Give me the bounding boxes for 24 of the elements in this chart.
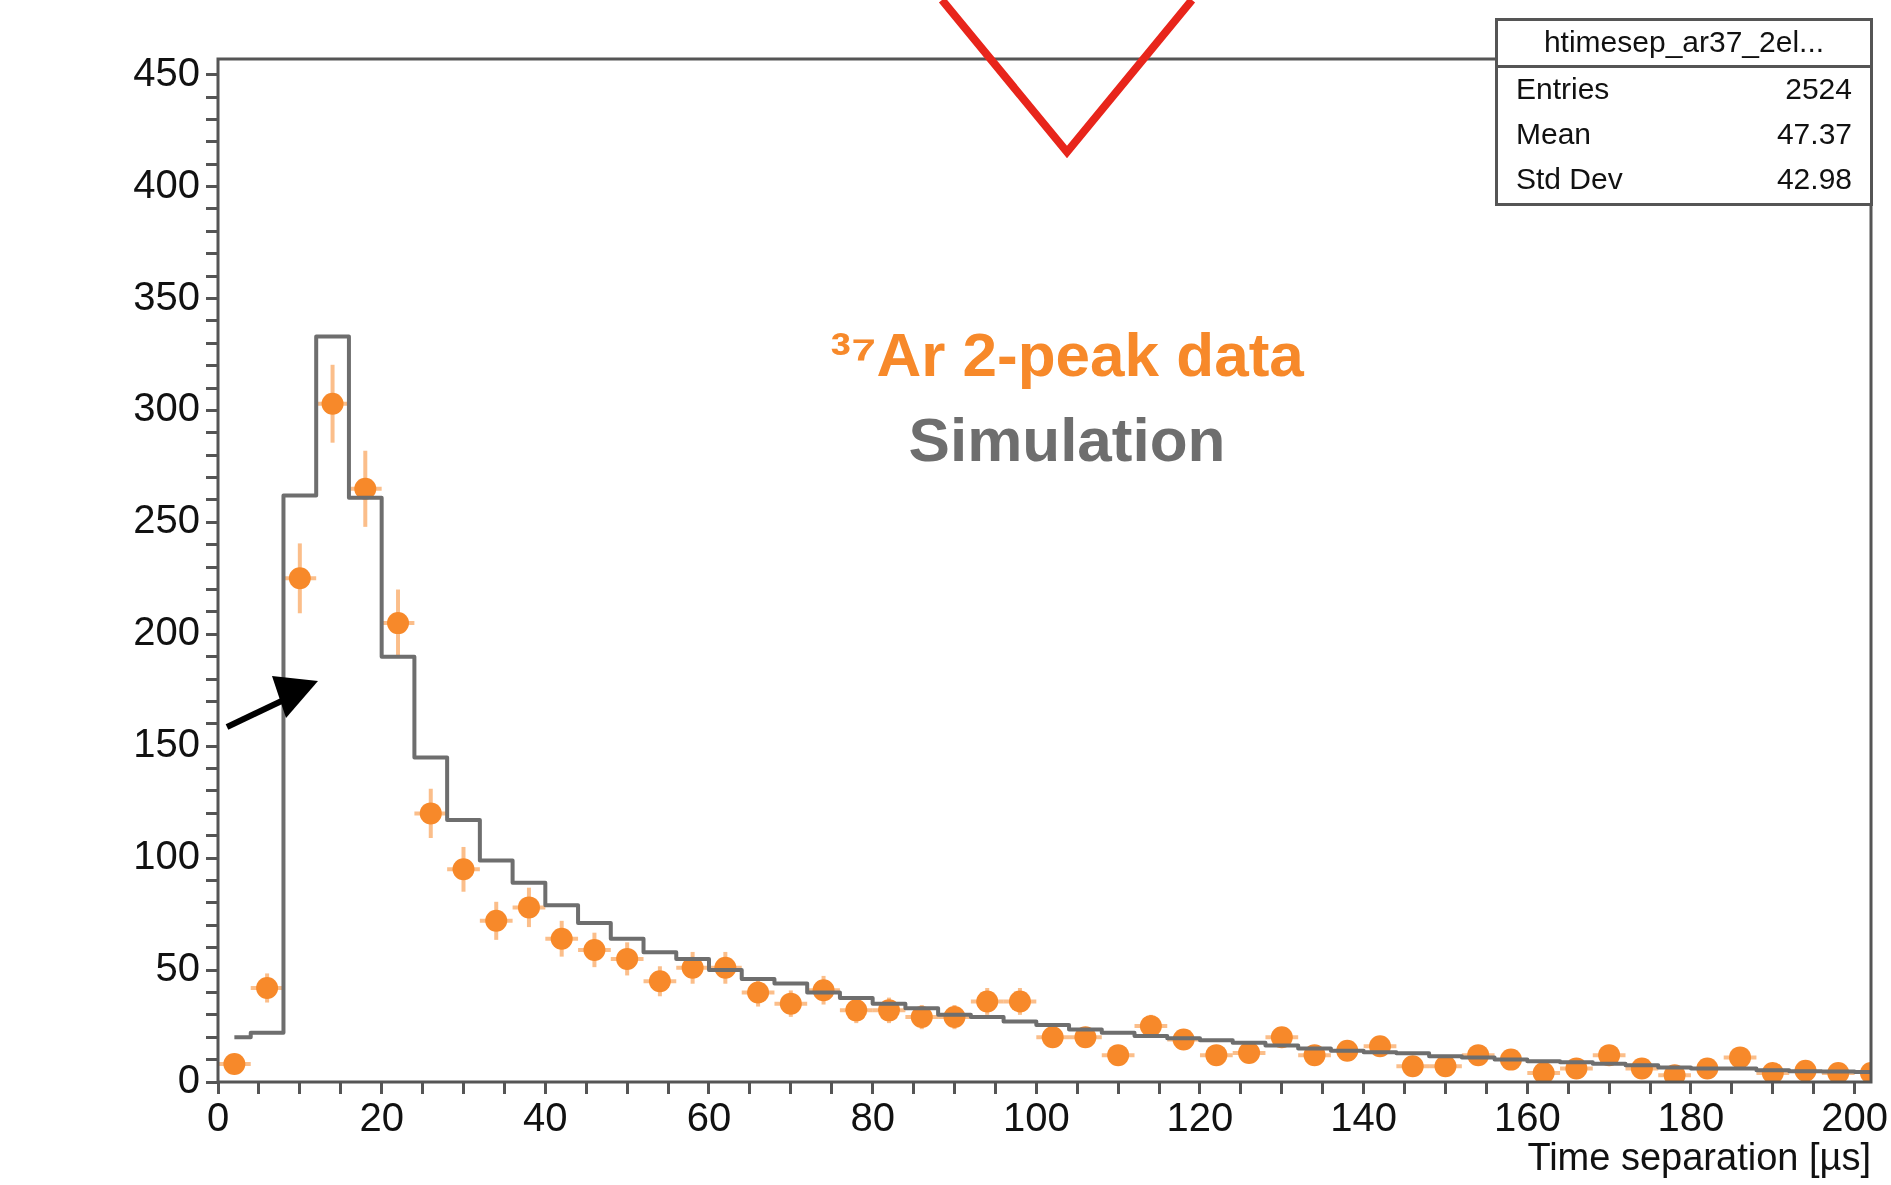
text: ³⁷Ar 2-peak data bbox=[830, 320, 1305, 390]
y-tick-label: 0 bbox=[177, 1057, 200, 1102]
text: htimesep_ar37_2el... bbox=[1498, 21, 1870, 68]
y-tick-label: 350 bbox=[133, 273, 200, 318]
text: Entries 2524 bbox=[1516, 72, 1852, 105]
y-tick-label: 150 bbox=[133, 721, 200, 766]
text: Std Dev 42.98 bbox=[1516, 162, 1852, 195]
x-tick-label: 20 bbox=[359, 1095, 404, 1140]
x-tick-label: 120 bbox=[1166, 1095, 1234, 1140]
x-tick-label: 60 bbox=[686, 1095, 732, 1140]
y-tick-label: 450 bbox=[133, 49, 200, 94]
y-tick-label: 250 bbox=[133, 497, 200, 542]
x-tick-label: 40 bbox=[523, 1095, 568, 1140]
x-tick-label: 0 bbox=[206, 1095, 230, 1140]
text: Simulation bbox=[908, 405, 1226, 475]
y-tick-label: 100 bbox=[133, 833, 200, 878]
text: Mean 47.37 bbox=[1516, 117, 1852, 150]
y-tick-label: 400 bbox=[133, 161, 200, 206]
x-tick-label: 80 bbox=[850, 1095, 895, 1140]
x-tick-label: 140 bbox=[1330, 1095, 1398, 1140]
y-tick-label: 50 bbox=[155, 945, 200, 990]
y-tick-label: 300 bbox=[133, 385, 200, 430]
x-tick-label: 100 bbox=[1002, 1095, 1070, 1140]
y-tick-label: 200 bbox=[133, 609, 200, 654]
